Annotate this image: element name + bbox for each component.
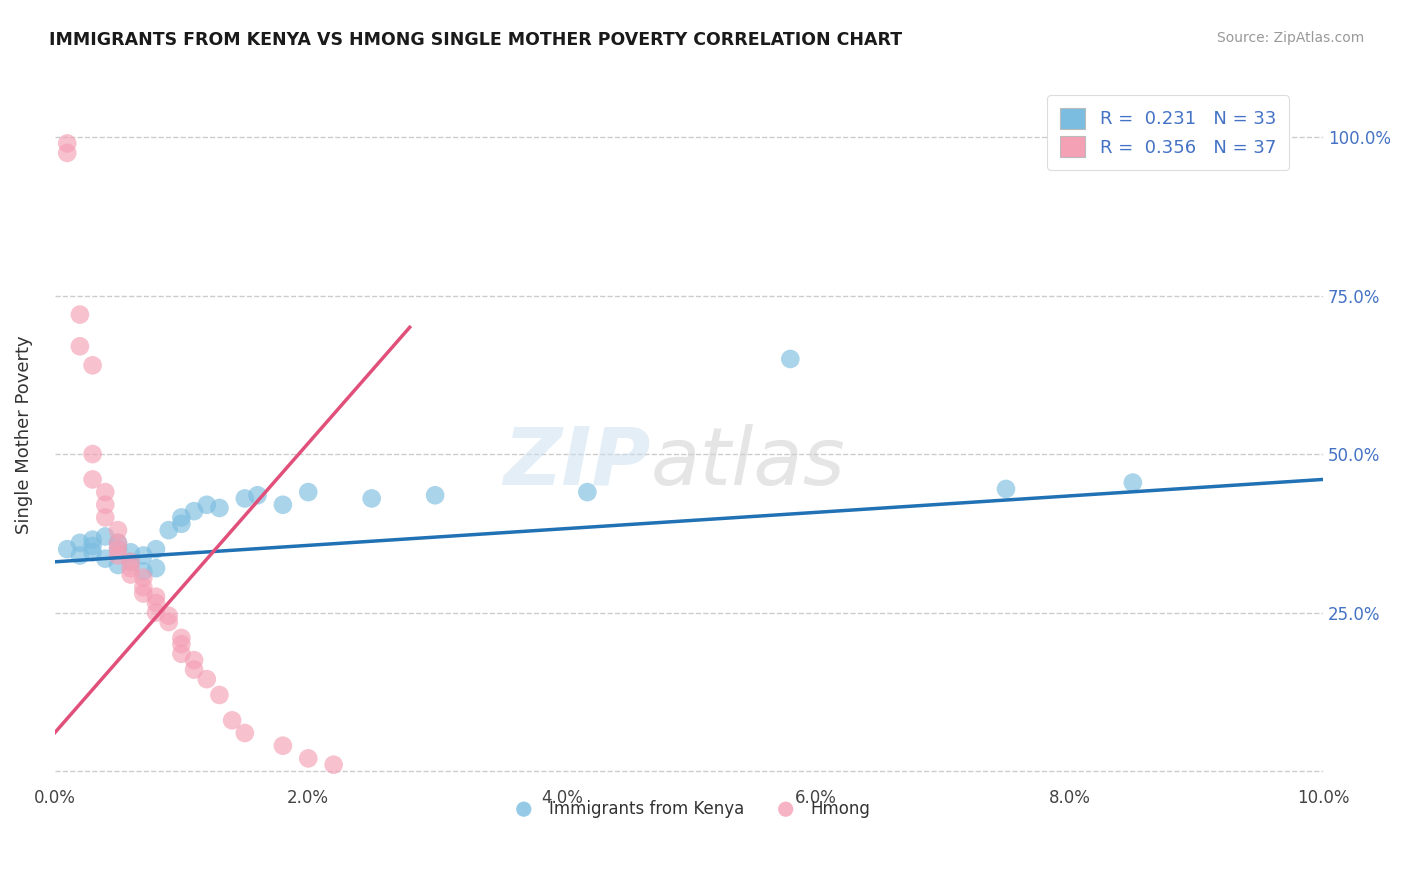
- Point: [271, 498, 294, 512]
- Point: [94, 529, 117, 543]
- Text: Source: ZipAtlas.com: Source: ZipAtlas.com: [1216, 31, 1364, 45]
- Point: [120, 555, 142, 569]
- Point: [221, 714, 243, 728]
- Point: [107, 536, 129, 550]
- Point: [82, 533, 104, 547]
- Point: [82, 359, 104, 373]
- Legend: Immigrants from Kenya, Hmong: Immigrants from Kenya, Hmong: [501, 793, 877, 824]
- Point: [183, 504, 205, 518]
- Point: [107, 549, 129, 563]
- Point: [233, 491, 256, 506]
- Point: [69, 339, 91, 353]
- Point: [56, 542, 79, 557]
- Point: [779, 351, 801, 366]
- Point: [69, 549, 91, 563]
- Point: [208, 688, 231, 702]
- Point: [120, 555, 142, 569]
- Point: [94, 498, 117, 512]
- Point: [157, 523, 180, 537]
- Point: [82, 472, 104, 486]
- Point: [94, 551, 117, 566]
- Point: [170, 631, 193, 645]
- Point: [157, 608, 180, 623]
- Point: [170, 637, 193, 651]
- Point: [120, 545, 142, 559]
- Point: [94, 485, 117, 500]
- Point: [208, 500, 231, 515]
- Point: [994, 482, 1017, 496]
- Point: [132, 565, 155, 579]
- Point: [297, 751, 319, 765]
- Point: [69, 536, 91, 550]
- Text: ZIP: ZIP: [503, 424, 651, 502]
- Point: [107, 542, 129, 557]
- Point: [145, 606, 167, 620]
- Point: [157, 615, 180, 629]
- Point: [271, 739, 294, 753]
- Point: [82, 539, 104, 553]
- Point: [120, 561, 142, 575]
- Point: [145, 542, 167, 557]
- Point: [132, 586, 155, 600]
- Point: [170, 647, 193, 661]
- Point: [246, 488, 269, 502]
- Point: [1122, 475, 1144, 490]
- Point: [170, 516, 193, 531]
- Point: [195, 672, 218, 686]
- Point: [132, 580, 155, 594]
- Point: [145, 596, 167, 610]
- Y-axis label: Single Mother Poverty: Single Mother Poverty: [15, 335, 32, 534]
- Point: [145, 590, 167, 604]
- Point: [322, 757, 344, 772]
- Point: [145, 561, 167, 575]
- Point: [233, 726, 256, 740]
- Point: [297, 485, 319, 500]
- Point: [170, 510, 193, 524]
- Point: [132, 549, 155, 563]
- Point: [183, 653, 205, 667]
- Point: [576, 485, 599, 500]
- Point: [107, 536, 129, 550]
- Point: [120, 567, 142, 582]
- Point: [107, 542, 129, 557]
- Point: [423, 488, 446, 502]
- Point: [69, 308, 91, 322]
- Point: [360, 491, 382, 506]
- Point: [82, 447, 104, 461]
- Point: [82, 545, 104, 559]
- Point: [94, 510, 117, 524]
- Point: [183, 663, 205, 677]
- Point: [56, 145, 79, 160]
- Point: [107, 558, 129, 572]
- Point: [107, 523, 129, 537]
- Point: [132, 571, 155, 585]
- Text: IMMIGRANTS FROM KENYA VS HMONG SINGLE MOTHER POVERTY CORRELATION CHART: IMMIGRANTS FROM KENYA VS HMONG SINGLE MO…: [49, 31, 903, 49]
- Point: [195, 498, 218, 512]
- Point: [56, 136, 79, 151]
- Text: atlas: atlas: [651, 424, 845, 502]
